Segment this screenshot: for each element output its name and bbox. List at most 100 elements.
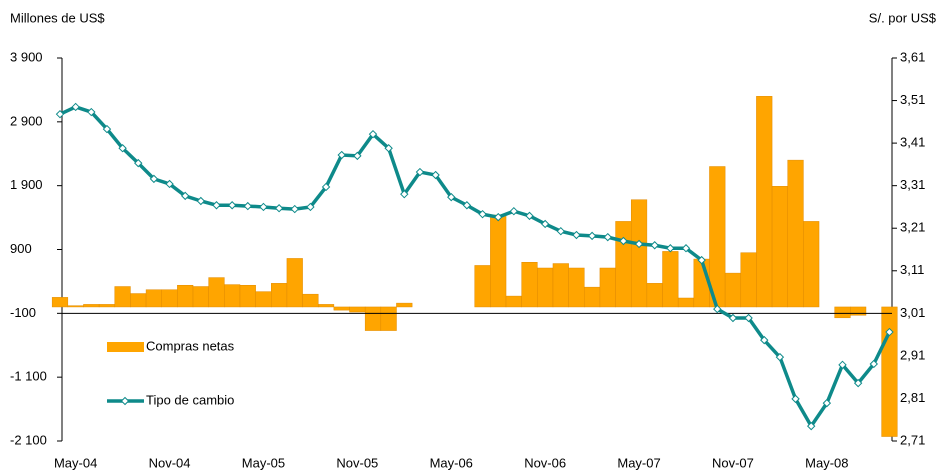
bar [568, 267, 585, 308]
bar [83, 304, 100, 308]
bar [521, 262, 538, 308]
line-marker [165, 179, 174, 189]
y2-tick-label: 2,91 [900, 347, 925, 362]
line-marker [634, 239, 644, 249]
bar [286, 258, 303, 308]
line-marker [212, 201, 221, 210]
y2-tick-label: 3,31 [900, 177, 925, 192]
bar [114, 286, 131, 308]
line-marker [227, 201, 237, 210]
legend-swatch [107, 342, 144, 352]
line-marker [431, 170, 440, 180]
line-marker [728, 313, 738, 323]
bar [349, 306, 366, 313]
y-tick-label: 900 [10, 241, 32, 256]
line-marker [353, 151, 362, 161]
line-marker [87, 107, 96, 117]
bar [67, 305, 84, 308]
line-marker [368, 129, 378, 139]
bar [615, 221, 632, 308]
bar [255, 291, 272, 308]
line-marker [822, 398, 832, 408]
line-marker [290, 204, 299, 214]
y2-tick-label: 3,01 [900, 305, 925, 320]
bar [130, 293, 147, 308]
bar [709, 166, 726, 308]
line-marker [243, 201, 253, 211]
line-marker [337, 150, 346, 160]
line-marker [55, 109, 65, 119]
line-marker [744, 313, 753, 323]
line-marker [760, 335, 769, 345]
line-marker [493, 212, 503, 222]
line-marker [650, 241, 659, 250]
bar [584, 286, 601, 308]
x-tick-label: May-07 [617, 455, 660, 470]
bar [161, 289, 178, 308]
y-tick-label: 2 900 [10, 113, 43, 128]
y2-tick-label: 2,71 [900, 432, 925, 447]
bar [803, 221, 820, 308]
line-marker [149, 174, 159, 184]
x-tick-label: May-04 [54, 455, 97, 470]
line-marker [306, 202, 315, 212]
bar [552, 263, 569, 308]
line-marker [71, 102, 80, 112]
bar [490, 214, 507, 308]
line-marker [196, 196, 206, 206]
line-marker [462, 201, 472, 210]
x-tick-label: May-05 [242, 455, 285, 470]
line-marker [775, 352, 785, 362]
bar [630, 199, 648, 308]
legend-label: Compras netas [146, 338, 235, 353]
line-marker [572, 230, 581, 240]
bar [881, 306, 898, 437]
bar [224, 284, 241, 308]
bar [98, 304, 116, 308]
line-marker [681, 244, 691, 253]
bar [834, 306, 851, 319]
y-axis-title: Millones de US$ [10, 10, 105, 25]
line-marker [102, 124, 112, 134]
x-tick-label: Nov-04 [149, 455, 191, 470]
y2-tick-label: 3,21 [900, 220, 925, 235]
x-tick-label: May-08 [805, 455, 848, 470]
line-marker [666, 244, 675, 253]
line-marker [556, 226, 566, 236]
bar [677, 297, 695, 308]
line-marker [853, 378, 863, 388]
line-marker [587, 231, 597, 241]
bar [646, 283, 663, 308]
line-marker [619, 236, 628, 246]
bar [380, 306, 397, 331]
bar [505, 295, 522, 308]
line-marker [697, 255, 706, 265]
bar [599, 267, 616, 308]
bar [724, 272, 742, 308]
x-tick-label: Nov-07 [712, 455, 754, 470]
y-tick-label: 1 900 [10, 177, 43, 192]
bar [662, 251, 679, 308]
bar [787, 159, 804, 308]
bar [51, 297, 69, 308]
x-tick-label: Nov-06 [524, 455, 566, 470]
bar [740, 252, 757, 308]
line-marker [869, 359, 879, 369]
y-tick-label: -2 100 [10, 432, 47, 447]
legend-marker [120, 396, 130, 406]
line-marker [447, 192, 456, 202]
line-marker [180, 191, 190, 201]
line-marker [134, 158, 143, 168]
line-marker [478, 209, 487, 219]
bar [317, 304, 335, 308]
bar [333, 306, 350, 311]
line-marker [259, 202, 268, 212]
y2-tick-label: 3,11 [900, 262, 924, 277]
line-marker [525, 211, 534, 221]
x-tick-label: May-06 [430, 455, 473, 470]
line-marker [509, 206, 519, 216]
bar [396, 302, 413, 308]
bar [192, 286, 209, 308]
line-marker [540, 219, 550, 229]
